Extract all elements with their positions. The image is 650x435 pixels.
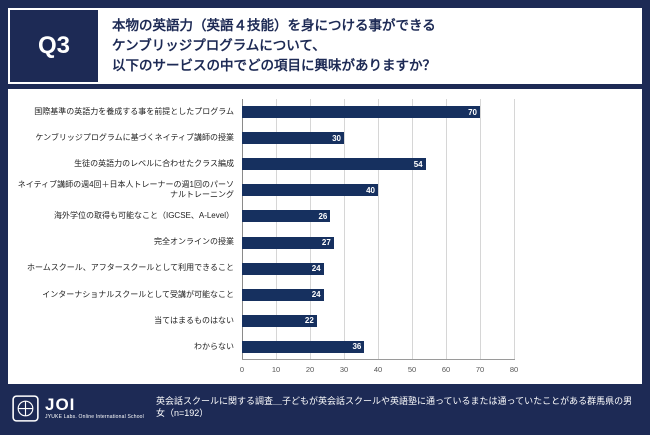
bar: 40: [242, 184, 378, 197]
category-label: インターナショナルスクールとして受講が可能なこと: [42, 289, 234, 299]
source-text: 英会話スクールに関する調査＿子どもが英会話スクールや英語塾に通っているまたは通っ…: [155, 396, 633, 418]
question-number-box: Q3: [10, 10, 98, 82]
joi-logo: JOI JYUKE Labs. Online International Sch…: [12, 394, 144, 422]
gridline: [378, 99, 379, 359]
x-tick-label: 20: [305, 365, 315, 374]
bar: 26: [242, 210, 331, 223]
chart-row: 完全オンラインの授業 27: [16, 229, 634, 255]
x-tick-label: 0: [239, 365, 245, 374]
question-title-line: 本物の英語力（英語４技能）を身につける事ができる: [112, 17, 436, 33]
bar: 27: [242, 236, 334, 249]
gridline: [480, 99, 481, 359]
joi-logo-name: JOI: [45, 395, 76, 415]
bar: 36: [242, 340, 365, 353]
bar-value-label: 26: [318, 211, 328, 221]
question-title-line: ケンブリッジプログラムについて、: [112, 37, 326, 53]
category-label: わからない: [194, 341, 234, 351]
x-axis-tick-labels: 0 10 20 30 40 50 60 70 80: [239, 365, 519, 376]
category-label: ホームスクール、アフタースクールとして利用できること: [27, 263, 234, 273]
category-label: ケンブリッジプログラムに基づくネイティブ講師の授業: [35, 132, 234, 142]
bar-value-label: 36: [352, 342, 362, 352]
gridline: [514, 99, 515, 359]
category-label: 海外学位の取得も可能なこと（IGCSE、A-Level）: [53, 211, 234, 221]
gridline: [310, 99, 311, 359]
joi-emblem-icon: [12, 394, 39, 422]
gridline: [344, 99, 345, 359]
joi-logo-text: JOI JYUKE Labs. Online International Sch…: [45, 396, 144, 420]
bar: 24: [242, 262, 324, 275]
gridline: [412, 99, 413, 359]
bar: 70: [242, 106, 480, 119]
category-label: 国際基準の英語力を養成する事を前提としたプログラム: [34, 106, 234, 116]
category-label: 当てはまるものはない: [154, 315, 234, 325]
x-tick-label: 50: [407, 365, 417, 374]
bar-chart: 国際基準の英語力を養成する事を前提としたプログラム 70 ケンブリッジプログラムに基…: [16, 95, 634, 380]
gridline: [276, 99, 277, 359]
x-tick-label: 40: [373, 365, 383, 374]
bar-value-label: 70: [468, 107, 477, 117]
x-tick-label: 30: [339, 365, 349, 374]
bar-value-label: 30: [332, 133, 341, 143]
chart-row: 海外学位の取得も可能なこと（IGCSE、A-Level） 26: [16, 203, 634, 229]
chart-row: わからない 36: [16, 334, 634, 360]
bar-value-label: 22: [304, 316, 314, 326]
category-label: ネイティブ講師の週4回＋日本人トレーナーの週1回のパーソナルトレーニング: [17, 179, 234, 200]
chart-row: ホームスクール、アフタースクールとして利用できること 24: [16, 256, 634, 282]
question-header: Q3 本物の英語力（英語４技能）を身につける事ができる ケンブリッジプログラムに…: [8, 8, 642, 84]
x-tick-label: 10: [271, 365, 281, 374]
x-tick-label: 70: [475, 365, 485, 374]
bar-value-label: 40: [366, 185, 375, 195]
category-label: 完全オンラインの授業: [154, 237, 234, 247]
chart-gridlines: [242, 99, 515, 360]
bar: 22: [242, 314, 317, 327]
gridline: [242, 99, 243, 359]
joi-logo-subtitle: JYUKE Labs. Online International School: [45, 413, 144, 420]
chart-row: 生徒の英語力のレベルに合わせたクラス編成 54: [16, 151, 634, 177]
bar-chart-panel: 国際基準の英語力を養成する事を前提としたプログラム 70 ケンブリッジプログラムに基…: [8, 89, 642, 384]
chart-row: 国際基準の英語力を養成する事を前提としたプログラム 70: [16, 99, 634, 125]
chart-rows: 国際基準の英語力を養成する事を前提としたプログラム 70 ケンブリッジプログラムに基…: [16, 99, 634, 360]
bar-value-label: 24: [311, 264, 321, 274]
chart-row: ネイティブ講師の週4回＋日本人トレーナーの週1回のパーソナルトレーニング 40: [16, 177, 634, 203]
question-number: Q3: [37, 32, 70, 59]
bar-value-label: 54: [413, 159, 423, 169]
x-tick-label: 80: [509, 365, 519, 374]
x-tick-label: 60: [441, 365, 451, 374]
bar-value-label: 24: [311, 290, 321, 300]
question-title-line: 以下のサービスの中でどの項目に興味がありますか？: [112, 58, 436, 74]
question-title: 本物の英語力（英語４技能）を身につける事ができる ケンブリッジプログラムについて…: [98, 10, 640, 82]
bar-value-label: 27: [321, 238, 331, 248]
footer: JOI JYUKE Labs. Online International Sch…: [8, 389, 642, 427]
bar: 54: [242, 158, 426, 171]
gridline: [446, 99, 447, 359]
chart-row: 当てはまるものはない 22: [16, 308, 634, 334]
category-label: 生徒の英語力のレベルに合わせたクラス編成: [74, 159, 234, 169]
chart-row: ケンブリッジプログラムに基づくネイティブ講師の授業 30: [16, 125, 634, 151]
bar: 24: [242, 288, 324, 301]
bar: 30: [242, 132, 344, 145]
chart-row: インターナショナルスクールとして受講が可能なこと 24: [16, 282, 634, 308]
